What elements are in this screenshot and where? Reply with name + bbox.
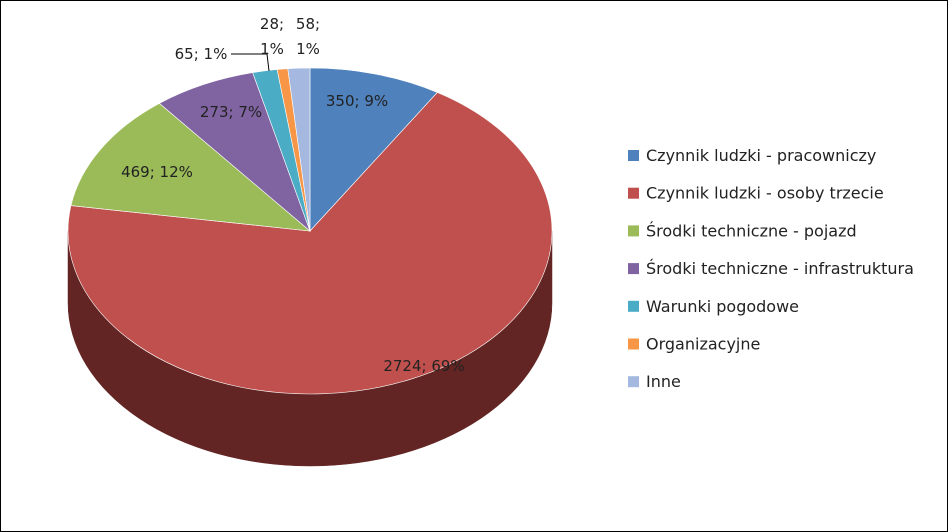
pie-slice-3 bbox=[158, 72, 311, 232]
data-label-0: 350; 9% bbox=[326, 92, 388, 110]
pie-slices bbox=[67, 67, 553, 395]
data-label-1: 2724; 69% bbox=[383, 357, 464, 375]
legend-label-5: Organizacyjne bbox=[646, 335, 760, 354]
leader-lines bbox=[231, 53, 270, 72]
pie-slice-2 bbox=[70, 103, 311, 232]
data-label-4: 65; 1% bbox=[175, 45, 228, 63]
legend-swatch-3 bbox=[628, 263, 639, 275]
legend-swatch-0 bbox=[628, 150, 639, 161]
data-labels: 350; 9% 2724; 69% 469; 12% 273; 7% 65; 1% 28;… bbox=[121, 15, 465, 375]
pie-slice-1 bbox=[67, 92, 553, 395]
pie-slice-0 bbox=[309, 67, 438, 232]
legend: Czynnik ludzki - pracowniczy Czynnik ludz… bbox=[628, 146, 914, 391]
legend-swatch-4 bbox=[628, 300, 639, 312]
legend-swatch-2 bbox=[628, 225, 639, 237]
legend-label-6: Inne bbox=[646, 372, 681, 391]
legend-label-0: Czynnik ludzki - pracowniczy bbox=[646, 146, 876, 165]
leader-line-4 bbox=[231, 53, 270, 72]
data-label-3: 273; 7% bbox=[200, 103, 262, 121]
data-label-5-line-1: 1% bbox=[260, 40, 284, 58]
data-label-2: 469; 12% bbox=[121, 163, 193, 181]
legend-swatch-1 bbox=[628, 187, 639, 199]
legend-swatch-6 bbox=[628, 376, 639, 388]
legend-label-1: Czynnik ludzki - osoby trzecie bbox=[646, 184, 884, 203]
legend-label-3: Środki techniczne - infrastruktura bbox=[646, 259, 914, 278]
legend-label-2: Środki techniczne - pojazd bbox=[646, 221, 857, 240]
pie-slice-6 bbox=[287, 67, 311, 232]
legend-swatch-5 bbox=[628, 338, 639, 350]
data-label-6-line-1: 1% bbox=[296, 40, 320, 58]
data-label-5-line-0: 28; bbox=[260, 15, 284, 33]
legend-label-4: Warunki pogodowe bbox=[646, 297, 799, 316]
data-label-6-line-0: 58; bbox=[296, 15, 320, 33]
